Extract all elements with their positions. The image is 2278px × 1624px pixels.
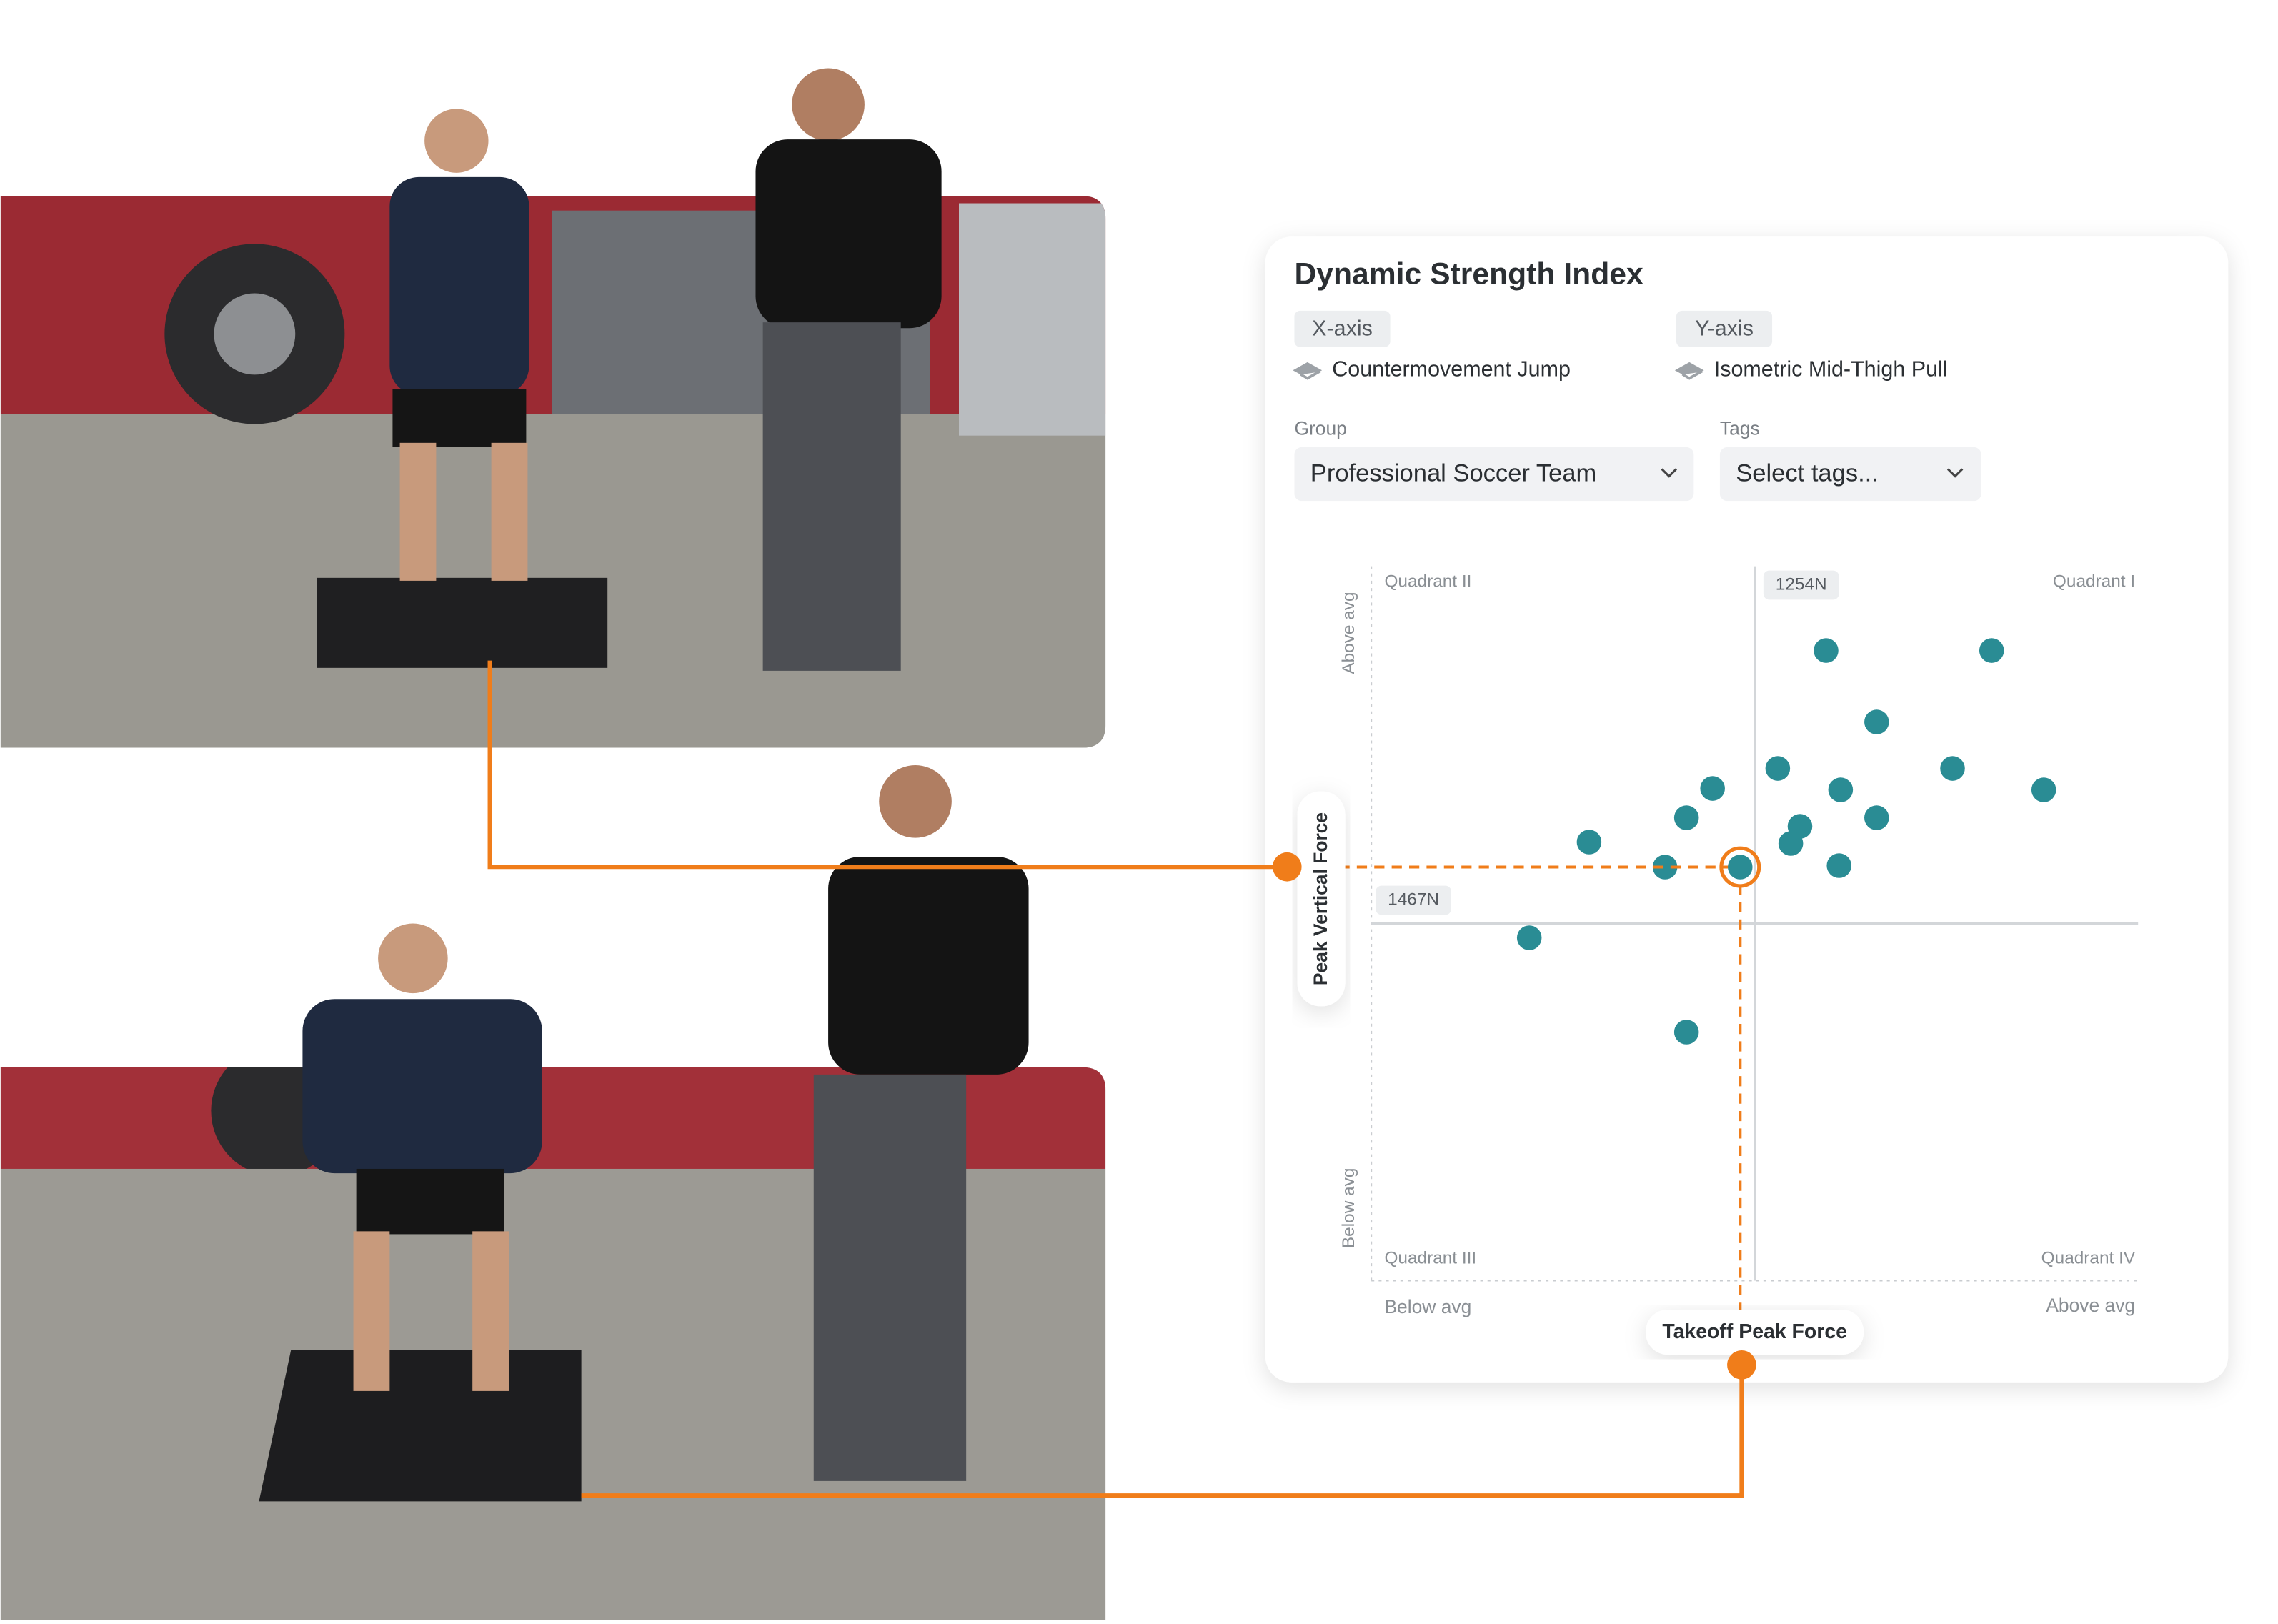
connector-dot [1272,852,1302,882]
field-label: Group [1294,418,1346,439]
quadrant-label: Quadrant III [1384,1248,1476,1267]
card-title: Dynamic Strength Index [1294,256,1643,291]
dropdown-value: Professional Soccer Team [1310,460,1597,487]
data-point [1826,853,1851,878]
data-point [1814,638,1839,663]
data-point [1765,756,1791,781]
y-axis-pill [1297,791,1346,1007]
card [1265,236,2229,1383]
chevron [1661,468,1678,478]
icon [1674,362,1704,380]
chip [1294,310,1391,347]
data-point [1828,777,1854,802]
quadrant-label: Quadrant I [2053,572,2135,591]
data-point [1864,805,1889,830]
dropdown-value: Select tags... [1736,460,1879,487]
y-low: Below avg [1339,1168,1358,1248]
x-axis-title: Takeoff Peak Force [1662,1320,1847,1343]
photo-bottom [0,1067,1106,1620]
y-high: Above avg [1339,592,1358,674]
y-axis-title: Peak Vertical Force [1310,812,1331,985]
chip-label: X-axis [1312,316,1373,340]
x-test: Countermovement Jump [1332,357,1571,381]
field-label: Tags [1720,418,1760,439]
data-point [1700,776,1725,801]
connector [487,660,1288,870]
plot: 1254N 1467N [1287,566,2139,1365]
data-point [1673,805,1699,830]
x-low: Below avg [1384,1296,1471,1317]
x-axis-pill [1646,1310,1864,1355]
data-point [1652,855,1678,880]
data-point [1516,925,1542,950]
reference-chip [1763,570,1839,600]
data-point [1979,638,2004,663]
selected-point [1728,855,1753,880]
connector-dot [1727,1350,1756,1380]
y-average-label: 1467N [1388,890,1439,909]
tags-dropdown[interactable] [1719,447,1981,502]
chevron [1946,468,1964,478]
data-point [2031,777,2056,802]
people [302,68,1029,1481]
reference-chip [1376,885,1451,915]
y-test: Isometric Mid-Thigh Pull [1714,357,1948,381]
data-point [1940,756,1965,781]
x-average-label: 1254N [1776,574,1827,594]
data-point [1673,1020,1699,1045]
connector [581,1365,1744,1498]
chip-label: Y-axis [1695,316,1754,340]
group-dropdown[interactable] [1294,447,1694,502]
icon [1293,362,1323,380]
data-point [1864,709,1889,734]
x-high: Above avg [2046,1295,2135,1316]
data-point [1576,830,1602,855]
data-point [1778,831,1804,856]
selected-ring [1719,846,1761,888]
chip [1676,310,1773,347]
quadrant-label: Quadrant II [1384,572,1471,591]
quadrant-label: Quadrant IV [2041,1248,2136,1267]
